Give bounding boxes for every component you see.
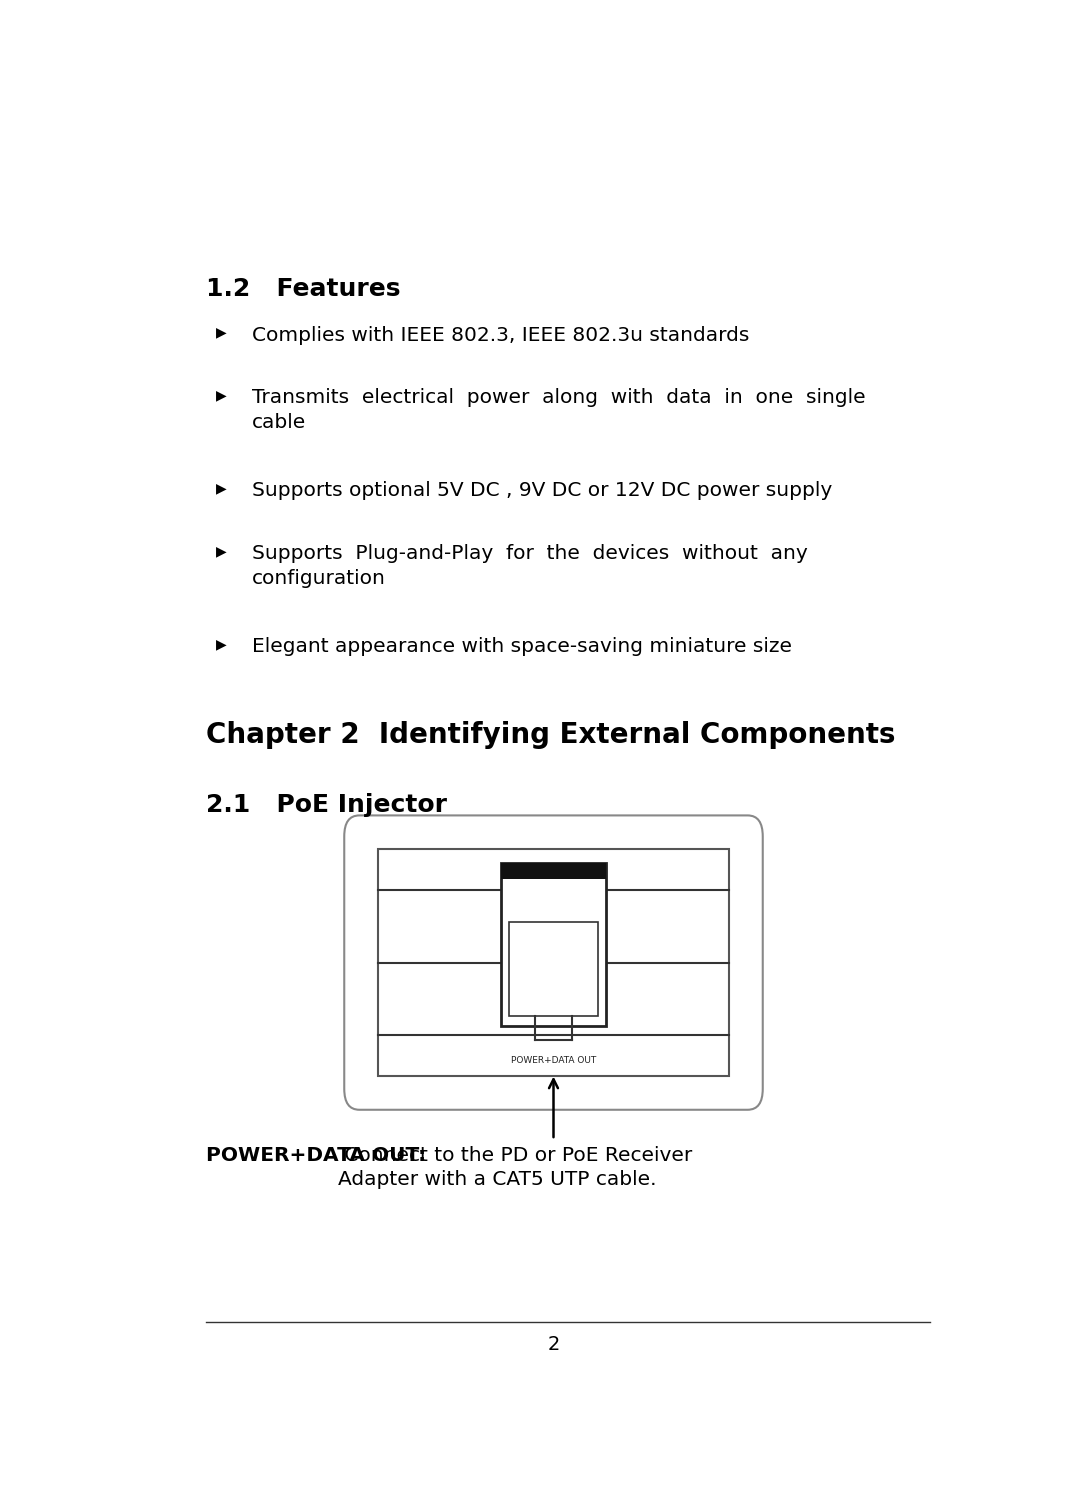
- Text: Supports optional 5V DC , 9V DC or 12V DC power supply: Supports optional 5V DC , 9V DC or 12V D…: [253, 482, 833, 500]
- Bar: [509, 922, 598, 1017]
- Bar: [501, 863, 606, 1026]
- Text: Transmits  electrical  power  along  with  data  in  one  single
cable: Transmits electrical power along with da…: [253, 388, 866, 432]
- Text: Complies with IEEE 802.3, IEEE 802.3u standards: Complies with IEEE 802.3, IEEE 802.3u st…: [253, 325, 750, 345]
- Text: 2: 2: [548, 1336, 559, 1354]
- Text: POWER+DATA OUT: POWER+DATA OUT: [511, 1056, 596, 1065]
- Text: ▶: ▶: [216, 482, 227, 496]
- Bar: [501, 863, 606, 879]
- Text: Elegant appearance with space-saving miniature size: Elegant appearance with space-saving min…: [253, 638, 793, 656]
- Text: ▶: ▶: [216, 325, 227, 340]
- Text: Supports  Plug-and-Play  for  the  devices  without  any
configuration: Supports Plug-and-Play for the devices w…: [253, 544, 808, 588]
- Text: Connect to the PD or PoE Receiver
Adapter with a CAT5 UTP cable.: Connect to the PD or PoE Receiver Adapte…: [338, 1145, 692, 1189]
- Text: POWER+DATA OUT:: POWER+DATA OUT:: [206, 1145, 427, 1165]
- Bar: [378, 849, 729, 1076]
- Text: 2.1   PoE Injector: 2.1 PoE Injector: [206, 793, 447, 817]
- FancyBboxPatch shape: [345, 816, 762, 1109]
- Text: 1.2   Features: 1.2 Features: [206, 277, 401, 301]
- Text: ▶: ▶: [216, 638, 227, 651]
- Text: Chapter 2  Identifying External Components: Chapter 2 Identifying External Component…: [206, 721, 895, 749]
- Text: ▶: ▶: [216, 544, 227, 559]
- Text: ▶: ▶: [216, 388, 227, 402]
